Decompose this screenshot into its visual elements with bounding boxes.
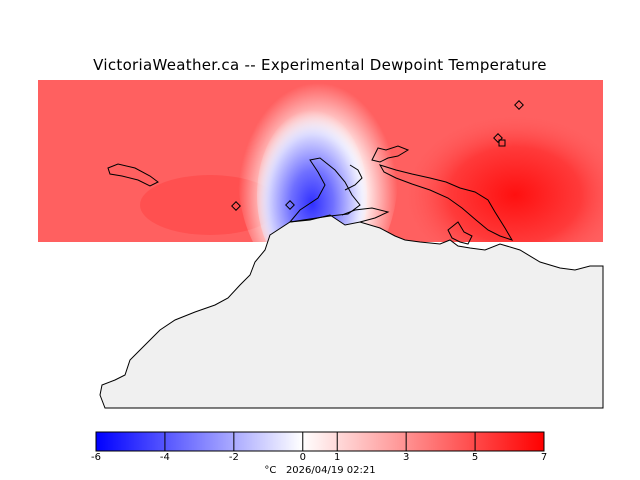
colorbar xyxy=(95,431,545,452)
colorbar-tick-label: -6 xyxy=(91,452,101,463)
timestamp: 2026/04/19 02:21 xyxy=(285,465,376,476)
station-east-2 xyxy=(498,139,506,147)
unit-label: °C xyxy=(264,465,277,476)
station-northeast xyxy=(514,100,524,110)
colorbar-tick-label: 3 xyxy=(402,452,410,463)
dewpoint-field xyxy=(38,80,603,242)
colorbar-tick-label: 7 xyxy=(540,452,548,463)
islands-north xyxy=(371,145,514,241)
map-title: VictoriaWeather.ca -- Experimental Dewpo… xyxy=(93,56,547,74)
station-centre xyxy=(285,200,295,210)
east-shore xyxy=(447,221,473,245)
land-south xyxy=(99,214,604,409)
peninsula-coast xyxy=(288,157,361,223)
footer: °C 2026/04/19 02:21 xyxy=(0,465,640,476)
station-markers xyxy=(231,100,524,211)
island-west xyxy=(107,163,159,187)
colorbar-tick-label: -4 xyxy=(159,452,170,463)
colorbar-tick-label: 1 xyxy=(334,452,341,463)
harbour-coast xyxy=(341,164,390,223)
colorbar-tick-label: 0 xyxy=(299,452,306,463)
station-west xyxy=(231,201,241,211)
colorbar-tick-label: -2 xyxy=(228,452,239,463)
colorbar-tick-label: 5 xyxy=(471,452,479,463)
